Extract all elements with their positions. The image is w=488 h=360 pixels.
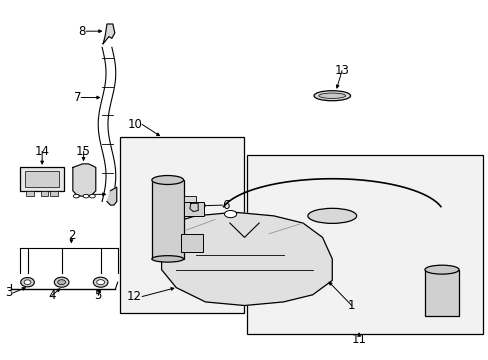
- Ellipse shape: [93, 277, 108, 287]
- Ellipse shape: [73, 194, 79, 198]
- Ellipse shape: [424, 265, 458, 274]
- Ellipse shape: [97, 280, 104, 285]
- Text: 6: 6: [222, 199, 229, 212]
- Bar: [183, 197, 195, 204]
- Bar: [26, 191, 34, 196]
- Polygon shape: [103, 24, 115, 44]
- Polygon shape: [107, 187, 117, 205]
- Text: 4: 4: [48, 289, 56, 302]
- Text: 14: 14: [35, 145, 50, 158]
- Text: 3: 3: [5, 287, 13, 300]
- Bar: [183, 202, 203, 216]
- Ellipse shape: [152, 256, 183, 262]
- Text: 7: 7: [74, 91, 81, 104]
- Ellipse shape: [20, 278, 34, 287]
- Ellipse shape: [318, 93, 345, 98]
- Text: 12: 12: [127, 290, 142, 303]
- Bar: [20, 167, 64, 191]
- Bar: [246, 155, 483, 334]
- Bar: [120, 137, 244, 313]
- Ellipse shape: [152, 176, 183, 184]
- Ellipse shape: [313, 91, 350, 101]
- Text: 2: 2: [67, 229, 75, 242]
- Text: 8: 8: [79, 25, 86, 38]
- Ellipse shape: [54, 277, 69, 287]
- Text: 1: 1: [347, 299, 355, 312]
- Text: 11: 11: [351, 333, 366, 346]
- Ellipse shape: [307, 208, 356, 224]
- Bar: [50, 191, 58, 196]
- Text: 9: 9: [74, 188, 81, 201]
- Ellipse shape: [58, 280, 65, 285]
- Ellipse shape: [24, 280, 31, 284]
- Bar: [152, 180, 183, 259]
- Polygon shape: [73, 164, 96, 196]
- Polygon shape: [161, 212, 331, 306]
- Text: 5: 5: [94, 289, 102, 302]
- Bar: [25, 171, 59, 187]
- Ellipse shape: [89, 194, 95, 198]
- Polygon shape: [189, 203, 198, 212]
- Bar: [181, 234, 203, 252]
- Ellipse shape: [83, 194, 89, 198]
- Text: 13: 13: [334, 64, 349, 77]
- Bar: [424, 270, 458, 316]
- Ellipse shape: [224, 211, 236, 218]
- Text: 15: 15: [76, 145, 91, 158]
- Bar: [41, 191, 48, 196]
- Text: 10: 10: [127, 118, 142, 131]
